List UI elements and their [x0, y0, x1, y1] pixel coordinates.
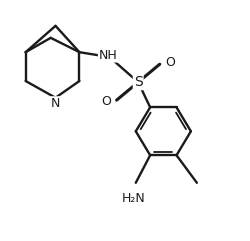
Text: N: N — [51, 97, 60, 110]
Text: H₂N: H₂N — [122, 192, 145, 205]
Text: O: O — [102, 95, 111, 108]
Text: O: O — [165, 56, 175, 69]
Text: S: S — [134, 75, 142, 89]
Text: NH: NH — [99, 49, 117, 62]
